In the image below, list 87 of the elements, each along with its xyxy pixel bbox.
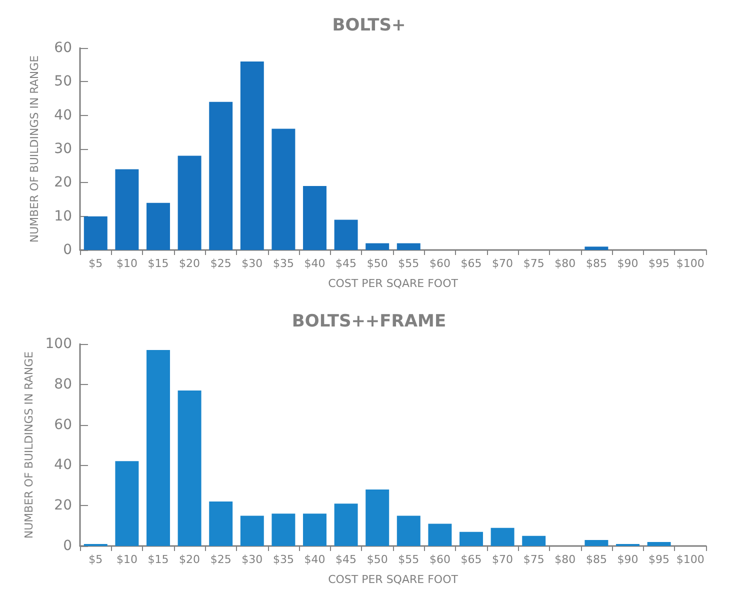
bar [396,243,420,250]
bar [334,220,358,250]
x-tick-label: $80 [554,553,576,566]
bar [240,516,264,546]
bar [146,350,170,546]
y-axis-title: NUMBER OF BUILDINGS IN RANGE [28,55,41,243]
x-tick-label: $35 [272,257,294,270]
x-tick-label: $85 [586,553,607,566]
bar [396,516,420,546]
bar [115,169,139,250]
bar [209,102,233,250]
x-tick-label: $5 [88,553,103,566]
x-tick-label: $70 [492,257,514,270]
bar [178,390,202,546]
x-tick-label: $95 [648,257,670,270]
x-tick-label: $20 [179,257,200,270]
x-axis-title: COST PER SQARE FOOT [328,277,458,290]
bar [366,243,390,250]
y-tick-label: 60 [54,40,72,56]
bar [334,504,358,546]
y-axis-title: NUMBER OF BUILDINGS IN RANGE [22,351,36,539]
x-tick-label: $20 [179,553,200,566]
x-tick-label: $15 [148,257,169,270]
y-tick-label: 30 [54,141,72,157]
x-tick-label: $80 [554,257,576,270]
x-tick-label: $50 [366,553,388,566]
y-tick-label: 0 [63,242,72,258]
x-tick-label: $55 [398,257,420,270]
chart-title: BOLTS+ [332,16,406,36]
x-tick-label: $10 [116,553,138,566]
y-tick-label: 100 [45,336,72,352]
x-tick-label: $40 [304,553,326,566]
y-tick-label: 10 [54,208,72,224]
bar [584,540,608,546]
x-tick-label: $95 [648,553,670,566]
y-tick-label: 40 [54,457,72,474]
bar [647,542,671,546]
y-tick-label: 20 [54,174,72,191]
x-tick-label: $5 [88,257,103,270]
x-tick-label: $25 [210,553,232,566]
x-tick-label: $85 [586,257,607,270]
bar [272,514,296,546]
bar [209,502,233,546]
x-tick-label: $60 [429,553,450,566]
x-tick-label: $35 [272,553,294,566]
bar [84,216,108,250]
bar [584,246,608,250]
x-axis-title: COST PER SQARE FOOT [328,573,458,586]
y-tick-label: 80 [54,376,72,392]
x-tick-label: $100 [676,553,704,566]
x-tick-label: $15 [148,553,169,566]
x-tick-label: $10 [116,257,138,270]
x-tick-label: $60 [429,257,450,270]
x-tick-label: $25 [210,257,232,270]
x-tick-label: $50 [366,257,388,270]
x-tick-label: $65 [460,553,482,566]
x-tick-label: $70 [492,553,514,566]
bar [490,528,514,546]
bar [272,128,296,250]
x-tick-label: $90 [617,257,638,270]
bar [460,532,483,546]
chart-title: BOLTS++FRAME [292,312,446,332]
bar [303,186,326,250]
x-tick-label: $30 [242,553,263,566]
y-tick-label: 20 [54,498,72,514]
bar [240,61,264,250]
x-tick-label: $40 [304,257,326,270]
x-tick-label: $45 [336,553,357,566]
bar [115,461,139,546]
bar [522,536,546,546]
x-tick-label: $55 [398,553,420,566]
x-tick-label: $45 [336,257,357,270]
x-tick-label: $65 [460,257,482,270]
bar [178,156,202,250]
y-tick-label: 60 [54,416,72,433]
x-tick-label: $75 [523,257,544,270]
y-tick-label: 50 [54,74,72,90]
x-tick-label: $75 [523,553,544,566]
x-tick-label: $100 [676,257,704,270]
bar [146,202,170,250]
bar [366,489,390,546]
x-tick-label: $30 [242,257,263,270]
x-tick-label: $90 [617,553,638,566]
y-tick-label: 40 [54,107,72,124]
bar [428,524,452,546]
bar [303,514,326,546]
y-tick-label: 0 [63,538,72,554]
